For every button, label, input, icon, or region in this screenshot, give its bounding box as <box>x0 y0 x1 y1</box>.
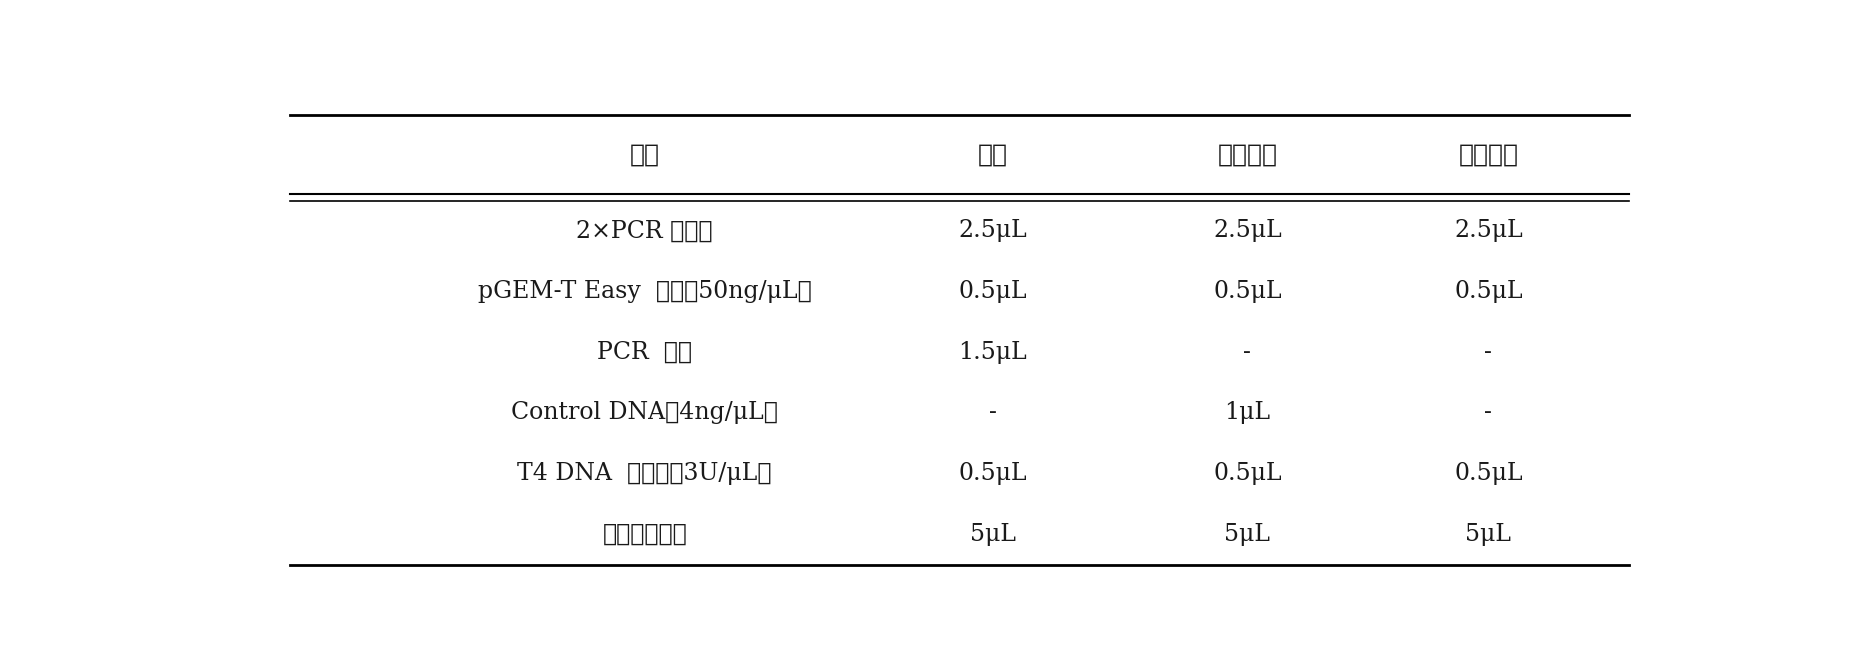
Text: 阳性对照: 阳性对照 <box>1216 143 1276 166</box>
Text: 0.5μL: 0.5μL <box>1213 280 1281 303</box>
Text: 5μL: 5μL <box>969 522 1016 546</box>
Text: 名称: 名称 <box>630 143 659 166</box>
Text: 2.5μL: 2.5μL <box>958 219 1027 243</box>
Text: 0.5μL: 0.5μL <box>1213 462 1281 485</box>
Text: 5μL: 5μL <box>1224 522 1270 546</box>
Text: 1.5μL: 1.5μL <box>958 341 1027 364</box>
Text: -: - <box>988 401 997 424</box>
Text: 0.5μL: 0.5μL <box>1454 462 1523 485</box>
Text: 补去离子水至: 补去离子水至 <box>602 522 687 546</box>
Text: 0.5μL: 0.5μL <box>1454 280 1523 303</box>
Text: 2×PCR 缓冲液: 2×PCR 缓冲液 <box>576 219 713 243</box>
Text: 阴性对照: 阴性对照 <box>1458 143 1517 166</box>
Text: 0.5μL: 0.5μL <box>958 462 1027 485</box>
Text: -: - <box>1484 401 1491 424</box>
Text: 反应: 反应 <box>977 143 1006 166</box>
Text: 0.5μL: 0.5μL <box>958 280 1027 303</box>
Text: pGEM-T Easy  载体（50ng/μL）: pGEM-T Easy 载体（50ng/μL） <box>477 280 812 303</box>
Text: Control DNA（4ng/μL）: Control DNA（4ng/μL） <box>511 401 778 424</box>
Text: -: - <box>1484 341 1491 364</box>
Text: -: - <box>1242 341 1250 364</box>
Text: 2.5μL: 2.5μL <box>1213 219 1281 243</box>
Text: 5μL: 5μL <box>1465 522 1510 546</box>
Text: PCR  产物: PCR 产物 <box>596 341 693 364</box>
Text: 1μL: 1μL <box>1224 401 1270 424</box>
Text: 2.5μL: 2.5μL <box>1454 219 1523 243</box>
Text: T4 DNA  连接酶（3U/μL）: T4 DNA 连接酶（3U/μL） <box>518 462 771 485</box>
